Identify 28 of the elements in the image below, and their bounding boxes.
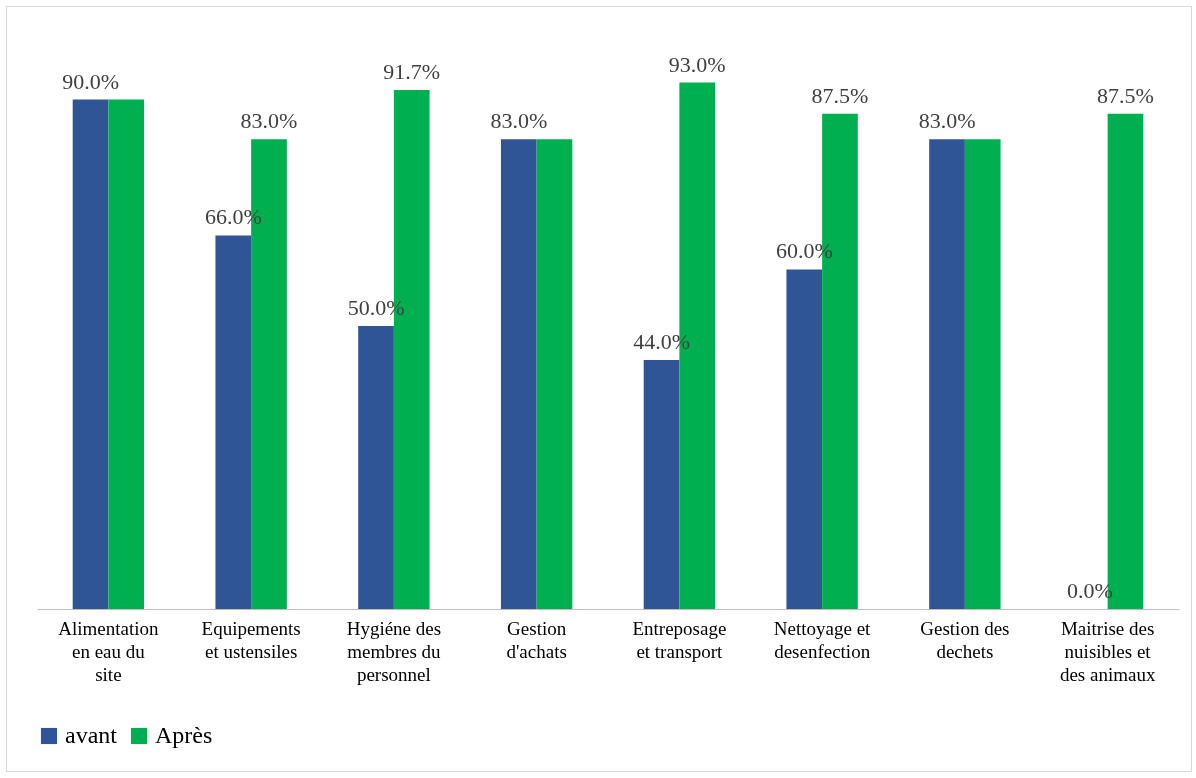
bar [786, 269, 823, 609]
data-label: 83.0% [240, 108, 298, 134]
legend-label: avant [65, 722, 118, 748]
bar [643, 359, 680, 609]
x-tick-label: Alimentation en eau du site [58, 617, 159, 685]
bar [929, 139, 965, 609]
bar [964, 139, 1001, 609]
bar [72, 99, 109, 609]
x-tick-label: Gestion d'achats [506, 617, 567, 662]
data-label: 83.0% [490, 108, 548, 134]
data-label: 91.7% [383, 58, 441, 84]
x-tick-label: Maitrise des nuisibles et des animaux [1059, 617, 1156, 685]
bar [108, 99, 145, 609]
data-label: 87.5% [1097, 82, 1154, 108]
x-tick-label: Equipements et ustensiles [201, 617, 301, 662]
bar [215, 235, 252, 609]
data-label: 93.0% [668, 51, 726, 77]
data-label: 87.5% [811, 82, 869, 108]
x-tick-label: Gestion des dechets [920, 617, 1010, 662]
data-label: 83.0% [918, 108, 976, 134]
bar [358, 326, 394, 609]
x-tick-label: Entreposage et transport [632, 617, 727, 662]
x-tick-label: Hygiéne des membres du personnel [346, 617, 442, 685]
x-tick-label: Nettoyage et desenfection [773, 617, 872, 662]
bar [500, 139, 537, 609]
bar [536, 139, 573, 609]
legend-label: Après [155, 722, 213, 748]
data-label: 90.0% [62, 68, 119, 94]
